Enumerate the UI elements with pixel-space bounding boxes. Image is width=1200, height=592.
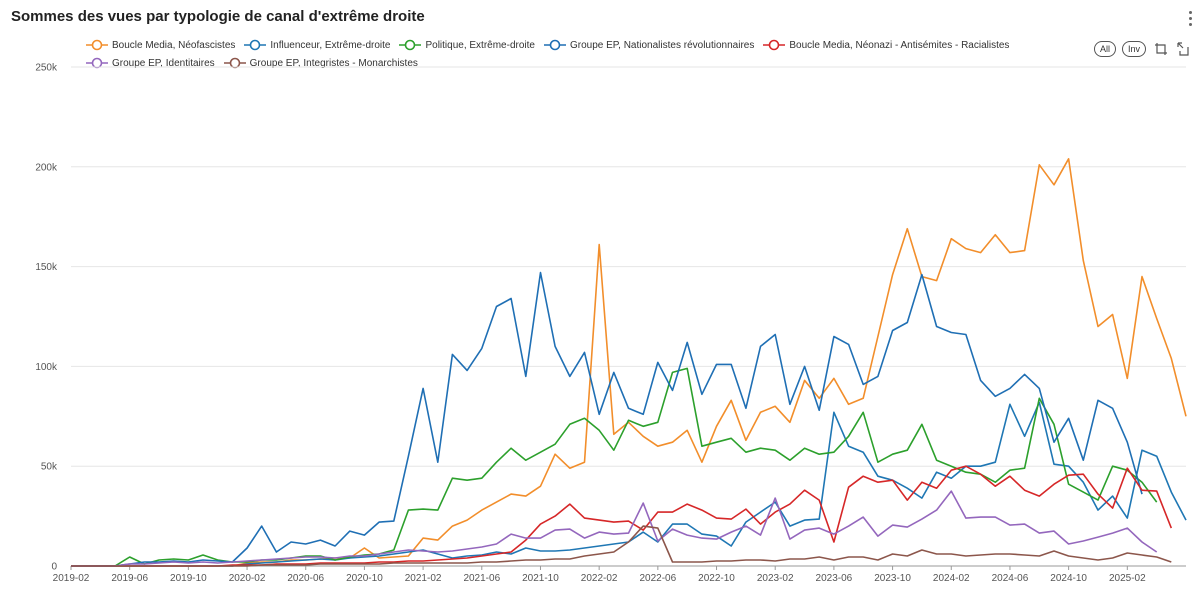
legend-marker-icon [543, 39, 566, 51]
legend-marker-icon [399, 39, 422, 51]
legend-item-3[interactable]: Politique, Extrême-droite [399, 36, 535, 54]
legend-label: Politique, Extrême-droite [425, 39, 535, 51]
legend-label: Groupe EP, Identitaires [112, 57, 215, 69]
invert-selection-button[interactable]: Inv [1121, 41, 1146, 57]
x-tick-label: 2025-02 [1109, 573, 1146, 584]
y-tick-label: 0 [51, 562, 57, 573]
x-tick-label: 2019-02 [53, 573, 90, 584]
y-tick-label: 200k [35, 162, 58, 173]
x-tick-label: 2020-02 [229, 573, 266, 584]
reset-zoom-icon[interactable] [1176, 42, 1190, 56]
x-tick-label: 2021-02 [405, 573, 442, 584]
x-tick-label: 2019-10 [170, 573, 207, 584]
x-tick-label: 2024-10 [1050, 573, 1087, 584]
series-line-7 [71, 525, 1172, 567]
x-tick-label: 2021-10 [522, 573, 559, 584]
more-options-icon[interactable] [1184, 9, 1196, 27]
series-line-4 [71, 271, 1143, 567]
legend-item-2[interactable]: Influenceur, Extrême-droite [244, 36, 390, 54]
legend-marker-icon [86, 39, 108, 51]
x-tick-label: 2022-10 [698, 573, 735, 584]
x-tick-label: 2022-02 [581, 573, 618, 584]
x-tick-label: 2020-06 [287, 573, 324, 584]
crop-icon[interactable] [1154, 42, 1168, 56]
legend-label: Boucle Media, Néonazi - Antisémites - Ra… [789, 39, 1010, 51]
chart-toolbar: All Inv [1088, 41, 1190, 57]
x-tick-label: 2023-06 [816, 573, 853, 584]
y-tick-label: 100k [35, 362, 58, 373]
x-tick-label: 2020-10 [346, 573, 383, 584]
legend-item-5[interactable]: Boucle Media, Néonazi - Antisémites - Ra… [763, 36, 1009, 54]
legend-marker-icon [244, 39, 267, 51]
x-tick-label: 2023-10 [874, 573, 911, 584]
x-tick-label: 2021-06 [463, 573, 500, 584]
legend-marker-icon [86, 57, 108, 69]
chart-title: Sommes des vues par typologie de canal d… [11, 8, 425, 25]
y-tick-label: 50k [41, 462, 58, 473]
x-tick-label: 2022-06 [639, 573, 676, 584]
x-tick-label: 2024-02 [933, 573, 970, 584]
x-tick-label: 2019-06 [111, 573, 148, 584]
series-line-6 [71, 490, 1158, 567]
legend-label: Groupe EP, Integristes - Monarchistes [249, 57, 418, 69]
series-line-5 [71, 465, 1173, 567]
chart-legend: Boucle Media, Néofascistes Influenceur, E… [86, 36, 1106, 72]
legend-label: Influenceur, Extrême-droite [270, 39, 391, 51]
legend-item-4[interactable]: Groupe EP, Nationalistes révolutionnaire… [543, 36, 755, 54]
legend-label: Groupe EP, Nationalistes révolutionnaire… [569, 39, 755, 51]
y-tick-label: 250k [35, 63, 58, 74]
x-tick-label: 2023-02 [757, 573, 794, 584]
legend-marker-icon [763, 39, 786, 51]
x-tick-label: 2024-06 [992, 573, 1029, 584]
series-line-3 [71, 367, 1158, 567]
select-all-button[interactable]: All [1093, 41, 1116, 57]
legend-item-1[interactable]: Boucle Media, Néofascistes [86, 36, 235, 54]
legend-item-6[interactable]: Groupe EP, Identitaires [86, 54, 215, 72]
y-tick-label: 150k [35, 262, 58, 273]
series-line-1 [71, 158, 1187, 567]
legend-label: Boucle Media, Néofascistes [112, 39, 236, 51]
